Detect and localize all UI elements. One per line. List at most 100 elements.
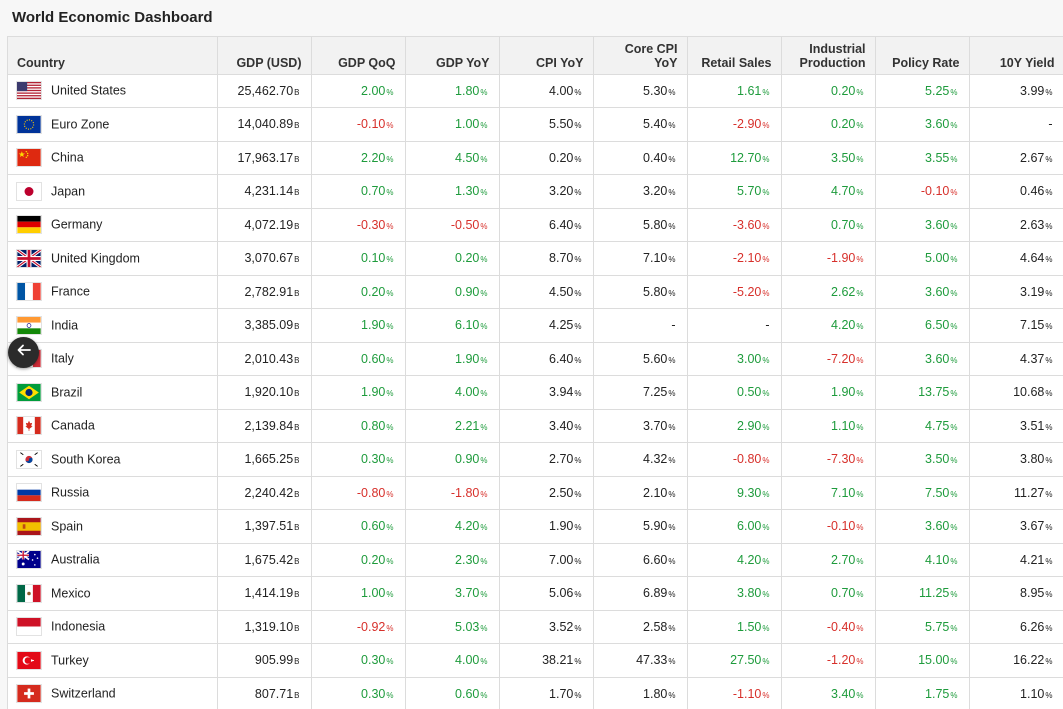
unit-suffix: B (294, 221, 300, 231)
back-button[interactable] (8, 337, 39, 368)
cell-ind: 3.50% (781, 141, 876, 175)
br-flag (16, 382, 42, 402)
country-name[interactable]: Russia (51, 485, 90, 500)
country-cell[interactable]: India (8, 308, 218, 343)
cell-value: -0.10 (920, 184, 950, 199)
unit-suffix: % (856, 154, 864, 164)
country-cell[interactable]: Euro Zone (8, 107, 218, 142)
country-cell[interactable]: Spain (8, 509, 218, 544)
table-row[interactable]: Japan 4,231.14B 0.70% 1.30% 3.20% 3.20% 5.70% 4… (8, 174, 1063, 209)
country-cell[interactable]: Russia (8, 476, 218, 510)
country-cell[interactable]: Brazil (8, 375, 218, 410)
table-row[interactable]: Italy 2,010.43B 0.60% 1.90% 6.40% 5.60% 3.00% -… (8, 342, 1063, 376)
cell-value: 0.90 (455, 284, 480, 299)
table-row[interactable]: Switzerland 807.71B 0.30% 0.60% 1.70% 1.80% -1… (8, 677, 1063, 709)
table-row[interactable]: Canada 2,139.84B 0.80% 2.21% 3.40% 3.70% 2.90%… (8, 409, 1063, 443)
cell-core: 0.40% (593, 141, 688, 175)
country-cell[interactable]: Indonesia (8, 610, 218, 644)
country-name[interactable]: Switzerland (51, 686, 116, 701)
unit-suffix: % (950, 456, 958, 466)
column-header-retail-sales[interactable]: Retail Sales (687, 37, 782, 75)
country-name[interactable]: Turkey (51, 653, 89, 668)
cell-y10: 8.95% (969, 576, 1063, 611)
country-cell[interactable]: Japan (8, 174, 218, 209)
cell-ind: 0.70% (781, 208, 876, 242)
economic-table-container[interactable]: Country GDP (USD) GDP QoQ GDP YoY CPI Yo… (7, 36, 1063, 709)
country-name[interactable]: Indonesia (51, 619, 106, 634)
country-cell[interactable]: Mexico (8, 576, 218, 611)
country-name[interactable]: Canada (51, 418, 95, 433)
cell-retail: 2.90% (687, 409, 782, 443)
cell-retail: -3.60% (687, 208, 782, 242)
country-name[interactable]: China (51, 150, 84, 165)
column-header-policy-rate[interactable]: Policy Rate (875, 37, 970, 75)
country-cell[interactable]: China (8, 141, 218, 175)
country-cell[interactable]: United States (8, 74, 218, 108)
column-header-10y-yield[interactable]: 10Y Yield (969, 37, 1063, 75)
cell-value: 47.33 (636, 653, 668, 668)
cell-value: 12.70 (730, 150, 762, 165)
cell-yoy: 5.03% (405, 610, 500, 644)
unit-suffix: % (856, 322, 864, 332)
unit-suffix: % (856, 288, 864, 298)
country-name[interactable]: France (51, 284, 90, 299)
country-cell[interactable]: Australia (8, 543, 218, 577)
unit-suffix: % (668, 623, 676, 633)
country-name[interactable]: Italy (51, 351, 74, 366)
country-cell[interactable]: Germany (8, 208, 218, 242)
cell-value: 1,665.25 (244, 452, 294, 467)
country-name[interactable]: United States (51, 83, 127, 98)
table-row[interactable]: Brazil 1,920.10B 1.90% 4.00% 3.94% 7.25% 0.50%… (8, 375, 1063, 410)
country-cell[interactable]: Turkey (8, 643, 218, 678)
country-cell[interactable]: United Kingdom (8, 241, 218, 276)
country-cell[interactable]: South Korea (8, 442, 218, 477)
table-row[interactable]: Mexico 1,414.19B 1.00% 3.70% 5.06% 6.89% 3.80%… (8, 576, 1063, 611)
unit-suffix: % (950, 154, 958, 164)
table-row[interactable]: South Korea 1,665.25B 0.30% 0.90% 2.70% 4.32%… (8, 442, 1063, 477)
column-header-gdp-qoq[interactable]: GDP QoQ (311, 37, 406, 75)
table-row[interactable]: Germany 4,072.19B -0.30% -0.50% 6.40% 5.80% -3… (8, 208, 1063, 242)
country-name[interactable]: Euro Zone (51, 117, 110, 132)
cell-qoq: -0.80% (311, 476, 406, 510)
table-row[interactable]: India 3,385.09B 1.90% 6.10% 4.25% - -4.20% 6.50… (8, 308, 1063, 343)
column-header-cpi-yoy[interactable]: CPI YoY (499, 37, 594, 75)
unit-suffix: % (386, 523, 394, 533)
cell-value: -0.80 (356, 485, 386, 500)
country-name[interactable]: Germany (51, 217, 103, 232)
cell-y10: 1.10% (969, 677, 1063, 709)
table-row[interactable]: United States 25,462.70B 2.00% 1.80% 4.00% 5.… (8, 74, 1063, 108)
table-row[interactable]: China 17,963.17B 2.20% 4.50% 0.20% 0.40% 12.70… (8, 141, 1063, 175)
table-row[interactable]: Spain 1,397.51B 0.60% 4.20% 1.90% 5.90% 6.00% -… (8, 509, 1063, 544)
country-name[interactable]: Japan (51, 184, 86, 199)
table-row[interactable]: Australia 1,675.42B 0.20% 2.30% 7.00% 6.60% 4.… (8, 543, 1063, 577)
country-cell[interactable]: Switzerland (8, 677, 218, 709)
table-row[interactable]: Turkey 905.99B 0.30% 4.00% 38.21% 47.33% 27.50… (8, 643, 1063, 678)
table-row[interactable]: Euro Zone 14,040.89B -0.10% 1.00% 5.50% 5.40%… (8, 107, 1063, 142)
country-name[interactable]: United Kingdom (51, 251, 140, 266)
column-header-country[interactable]: Country (8, 37, 218, 75)
cell-cpi: 6.40% (499, 208, 594, 242)
column-header-gdp-yoy[interactable]: GDP YoY (405, 37, 500, 75)
country-name[interactable]: South Korea (51, 452, 121, 467)
country-cell[interactable]: Canada (8, 409, 218, 443)
country-name[interactable]: Mexico (51, 586, 91, 601)
unit-suffix: B (294, 188, 300, 198)
unit-suffix: % (762, 523, 770, 533)
cell-cpi: 4.00% (499, 74, 594, 108)
column-header-core-cpi-yoy[interactable]: Core CPI YoY (593, 37, 688, 75)
table-row[interactable]: United Kingdom 3,070.67B 0.10% 0.20% 8.70% 7.… (8, 241, 1063, 276)
column-header-gdp[interactable]: GDP (USD) (217, 37, 312, 75)
country-cell[interactable]: Italy (8, 342, 218, 376)
country-name[interactable]: India (51, 318, 79, 333)
table-row[interactable]: Russia 2,240.42B -0.80% -1.80% 2.50% 2.10% 9.3… (8, 476, 1063, 510)
cell-value: 3,385.09 (244, 318, 294, 333)
column-header-industrial-production[interactable]: Industrial Production (781, 37, 876, 75)
table-row[interactable]: Indonesia 1,319.10B -0.92% 5.03% 3.52% 2.58% 1… (8, 610, 1063, 644)
cell-value: 3.19 (1020, 284, 1045, 299)
country-name[interactable]: Spain (51, 519, 83, 534)
table-row[interactable]: France 2,782.91B 0.20% 0.90% 4.50% 5.80% -5.20… (8, 275, 1063, 309)
country-name[interactable]: Australia (51, 552, 100, 567)
cell-value: 7.15 (1020, 318, 1045, 333)
country-cell[interactable]: France (8, 275, 218, 309)
country-name[interactable]: Brazil (51, 385, 83, 400)
